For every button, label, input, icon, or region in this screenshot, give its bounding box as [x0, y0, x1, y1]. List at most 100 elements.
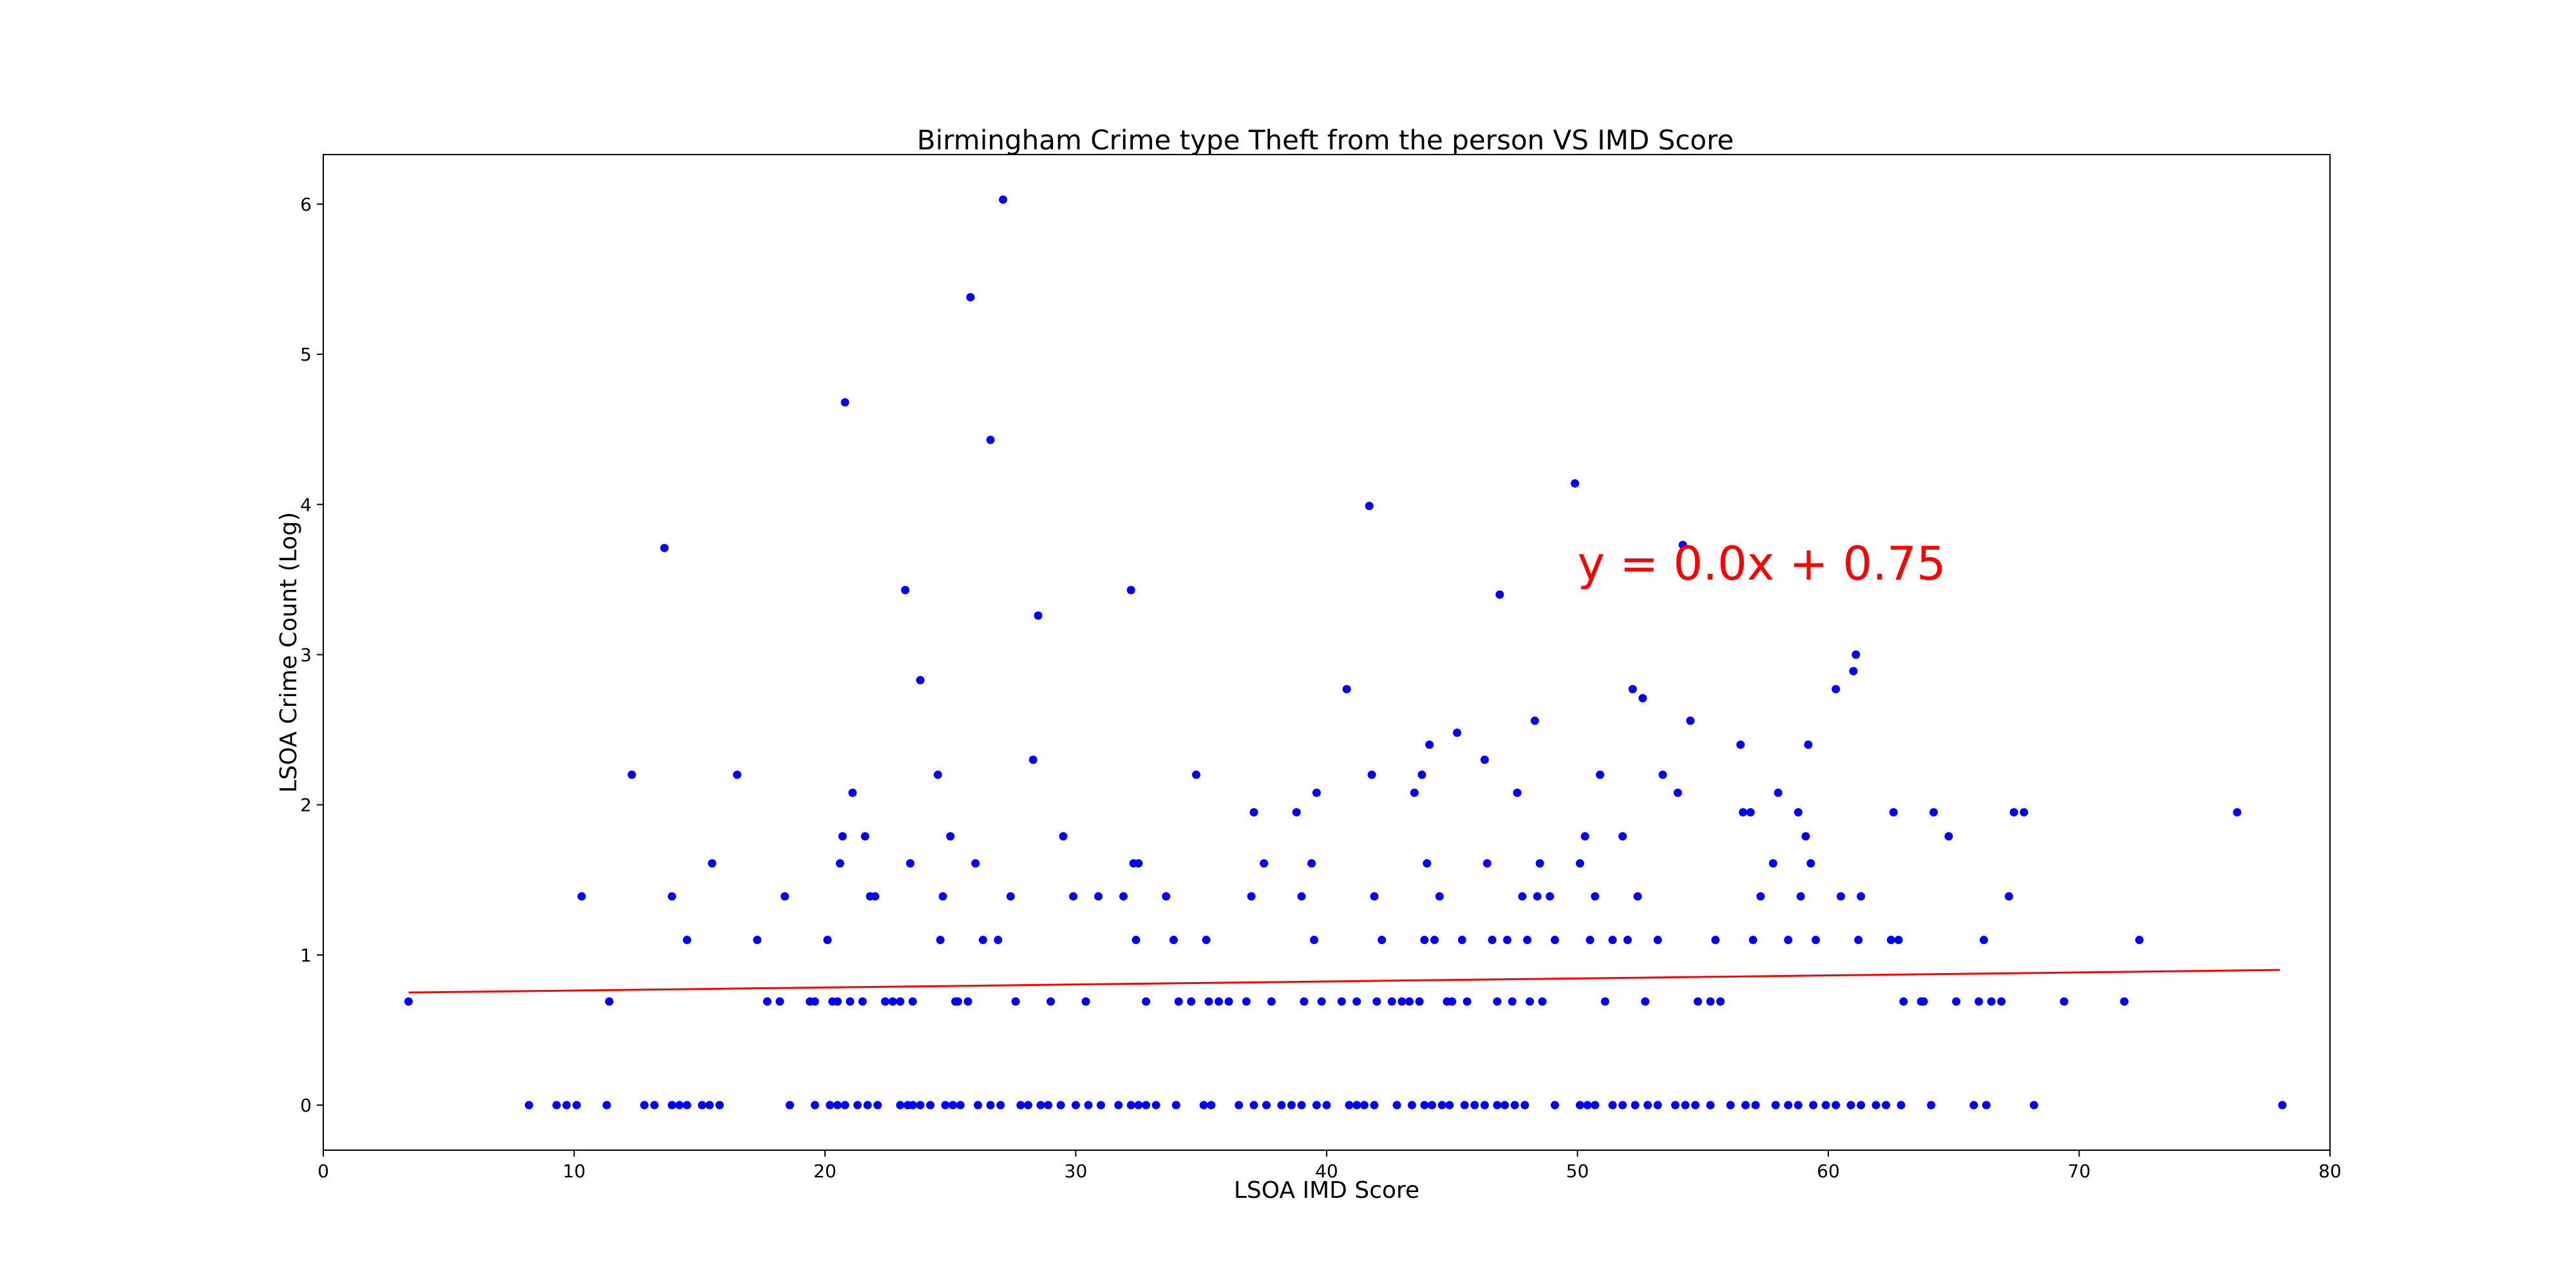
- data-point: [1367, 770, 1376, 779]
- data-point: [880, 997, 889, 1006]
- data-point: [1894, 936, 1903, 945]
- data-point: [1643, 1101, 1653, 1110]
- data-point: [1300, 997, 1309, 1006]
- data-point: [1768, 859, 1777, 868]
- data-point: [1628, 685, 1637, 694]
- data-point: [938, 892, 947, 901]
- data-point: [1975, 997, 1984, 1006]
- data-point: [1297, 892, 1306, 901]
- x-tick-label: 10: [563, 1160, 586, 1182]
- data-point: [667, 892, 676, 901]
- data-point: [1832, 1101, 1841, 1110]
- plot-frame: [323, 154, 2331, 1151]
- data-point: [1653, 936, 1662, 945]
- data-point: [946, 832, 955, 841]
- data-point: [1378, 936, 1387, 945]
- data-point: [956, 1101, 965, 1110]
- data-point: [1821, 1101, 1830, 1110]
- data-point: [605, 997, 614, 1006]
- data-point: [1428, 1101, 1437, 1110]
- data-point: [810, 997, 819, 1006]
- data-point: [1423, 859, 1432, 868]
- data-point: [1337, 997, 1346, 1006]
- data-point: [1693, 997, 1702, 1006]
- data-point: [1631, 1101, 1640, 1110]
- data-point: [1260, 859, 1269, 868]
- data-point: [1739, 808, 1748, 817]
- data-point: [1502, 936, 1511, 945]
- data-point: [1287, 1101, 1296, 1110]
- data-point: [1417, 770, 1426, 779]
- data-point: [1748, 936, 1757, 945]
- data-point: [1736, 740, 1745, 749]
- data-point: [1741, 1101, 1750, 1110]
- data-point: [1608, 936, 1617, 945]
- data-point: [785, 1101, 794, 1110]
- data-point: [552, 1101, 561, 1110]
- data-point: [708, 859, 717, 868]
- data-point: [1277, 1101, 1286, 1110]
- data-point: [1575, 859, 1584, 868]
- data-point: [1134, 1101, 1143, 1110]
- data-point: [896, 997, 905, 1006]
- data-point: [1716, 997, 1725, 1006]
- data-point: [1982, 1101, 1991, 1110]
- data-point: [1889, 808, 1898, 817]
- data-point: [905, 859, 914, 868]
- data-point: [1546, 892, 1555, 901]
- data-point: [1056, 1101, 1065, 1110]
- data-point: [1673, 788, 1682, 797]
- data-point: [2233, 808, 2242, 817]
- data-point: [1126, 1101, 1135, 1110]
- data-point: [705, 1101, 714, 1110]
- data-point: [963, 997, 972, 1006]
- data-point: [1897, 1101, 1906, 1110]
- data-point: [1929, 808, 1938, 817]
- data-point: [1886, 936, 1895, 945]
- data-point: [1247, 892, 1256, 901]
- data-point: [1591, 892, 1600, 901]
- data-point: [1618, 832, 1627, 841]
- data-point: [1596, 770, 1605, 779]
- data-point: [1297, 1101, 1306, 1110]
- data-point: [1174, 997, 1183, 1006]
- data-point: [996, 1101, 1005, 1110]
- data-point: [1036, 1101, 1045, 1110]
- data-point: [888, 997, 897, 1006]
- data-point: [835, 859, 844, 868]
- data-point: [810, 1101, 819, 1110]
- data-point: [1096, 1101, 1105, 1110]
- data-point: [908, 997, 917, 1006]
- data-point: [1142, 1101, 1151, 1110]
- data-point: [1493, 997, 1502, 1006]
- data-point: [1011, 997, 1020, 1006]
- data-point: [1520, 1101, 1530, 1110]
- data-point: [1072, 1101, 1080, 1110]
- data-point: [683, 936, 692, 945]
- data-point: [826, 1101, 835, 1110]
- data-point: [562, 1101, 571, 1110]
- data-point: [936, 936, 945, 945]
- data-point: [1249, 1101, 1258, 1110]
- x-tick-label: 20: [813, 1160, 837, 1182]
- data-point: [1420, 1101, 1429, 1110]
- data-point: [1187, 997, 1196, 1006]
- data-point: [853, 1101, 862, 1110]
- data-point: [971, 859, 980, 868]
- data-point: [1580, 832, 1589, 841]
- x-tick-label: 50: [1566, 1160, 1589, 1182]
- data-point: [1151, 1101, 1160, 1110]
- data-point: [1771, 1101, 1780, 1110]
- data-point: [1796, 892, 1805, 901]
- data-point: [863, 1101, 872, 1110]
- data-point: [1857, 1101, 1866, 1110]
- data-point: [1711, 936, 1720, 945]
- x-tick-label: 70: [2068, 1160, 2091, 1182]
- data-point: [627, 770, 636, 779]
- data-point: [1882, 1101, 1891, 1110]
- data-point: [1448, 997, 1457, 1006]
- data-point: [1171, 1101, 1180, 1110]
- x-axis-label: LSOA IMD Score: [1234, 1177, 1419, 1204]
- data-point: [840, 1101, 849, 1110]
